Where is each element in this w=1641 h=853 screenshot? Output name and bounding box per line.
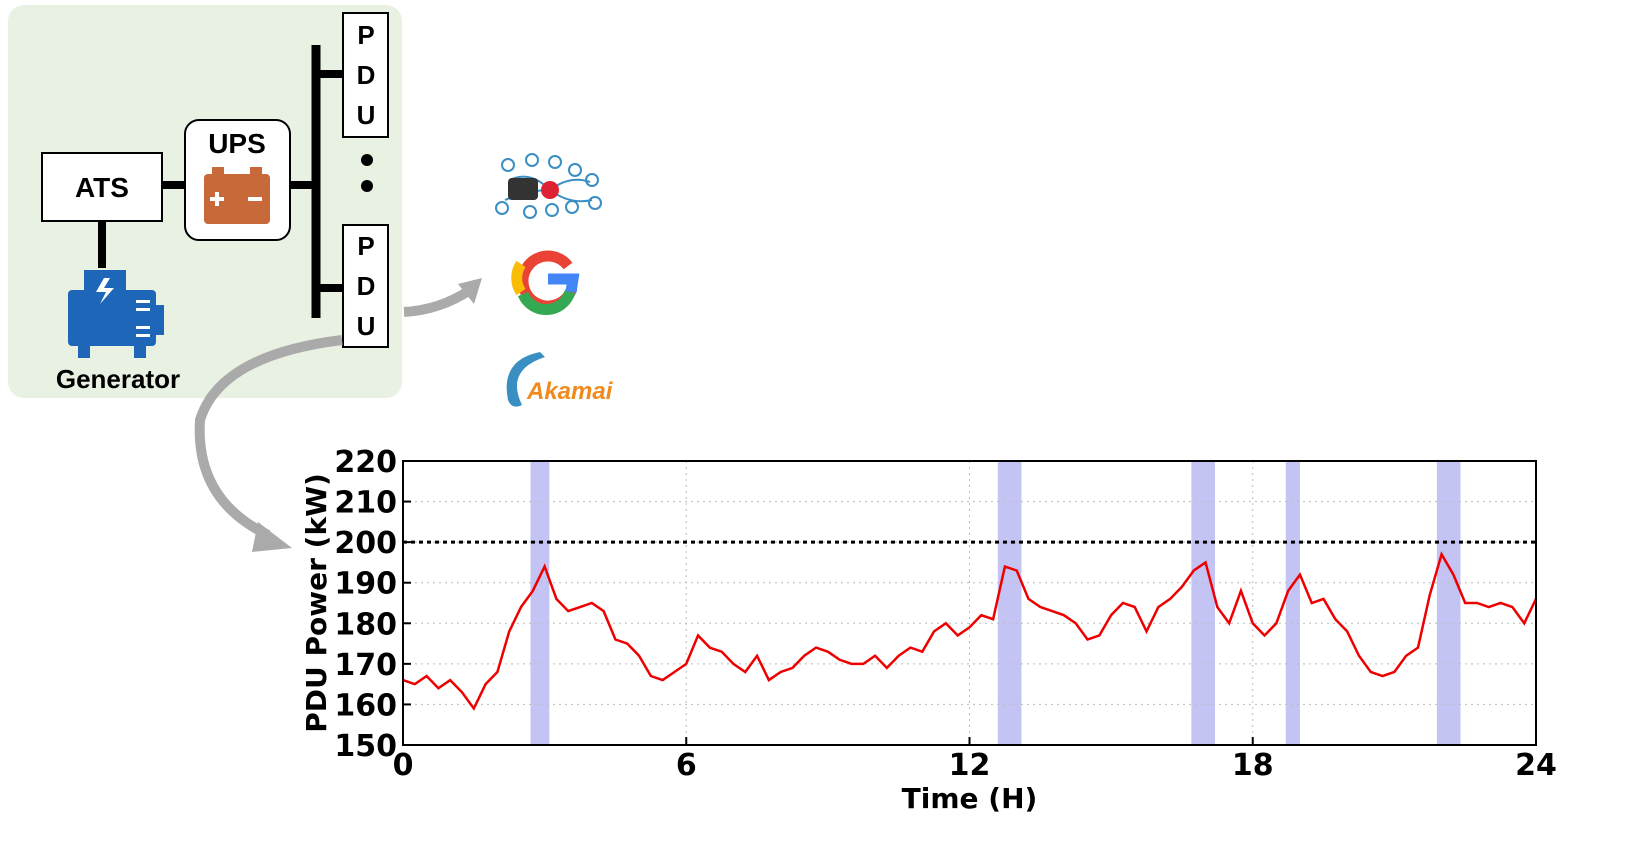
y-axis-label: PDU Power (kW): [300, 473, 333, 733]
y-tick-label: 210: [334, 486, 397, 521]
iot-icon: [495, 153, 602, 219]
highlight-band: [1285, 461, 1300, 745]
chart: 150 160 170 180 190 200 210 220 0 6 12 18 24 Time (H)…: [300, 445, 1557, 815]
y-tick-label: 160: [334, 688, 397, 723]
x-tick-label: 6: [676, 748, 697, 783]
y-tick-label: 170: [334, 648, 397, 683]
x-axis-label: Time (H): [902, 782, 1038, 815]
y-tick-label: 180: [334, 607, 397, 642]
ats-label: ATS: [75, 172, 129, 203]
ups-label: UPS: [208, 128, 266, 159]
highlight-band: [530, 461, 550, 745]
pdu-label: PDU: [356, 20, 376, 130]
highlight-band: [997, 461, 1022, 745]
akamai-logo: Akamai: [526, 378, 614, 405]
power-line: [402, 551, 1538, 711]
y-tick-label: 220: [334, 445, 397, 480]
arrow: [403, 285, 473, 317]
y-tick-label: 150: [334, 729, 397, 764]
x-tick-label: 18: [1232, 748, 1274, 783]
generator-label: Generator: [56, 364, 180, 394]
y-tick-label: 200: [334, 526, 397, 561]
plot-frame: [402, 460, 1537, 746]
google-icon: [511, 250, 580, 316]
pdu-box: [342, 224, 389, 348]
arrow-head: [458, 278, 482, 304]
pdu-label: PDU: [356, 231, 376, 341]
x-tick-label: 12: [949, 748, 991, 783]
highlight-band: [1436, 461, 1461, 745]
y-tick-label: 190: [334, 567, 397, 602]
arrow-head: [252, 522, 292, 552]
arrow: [194, 335, 343, 540]
akamai-swoosh: [506, 352, 545, 407]
highlight-band: [1191, 461, 1215, 745]
ellipsis-dot: [361, 180, 373, 192]
ellipsis-dot: [361, 154, 373, 166]
x-tick-label: 0: [393, 748, 414, 783]
x-tick-label: 24: [1515, 748, 1557, 783]
generator-icon: [68, 270, 164, 358]
pdu-box: [342, 12, 389, 138]
ats-box: [41, 152, 163, 222]
battery-icon: [204, 167, 270, 224]
